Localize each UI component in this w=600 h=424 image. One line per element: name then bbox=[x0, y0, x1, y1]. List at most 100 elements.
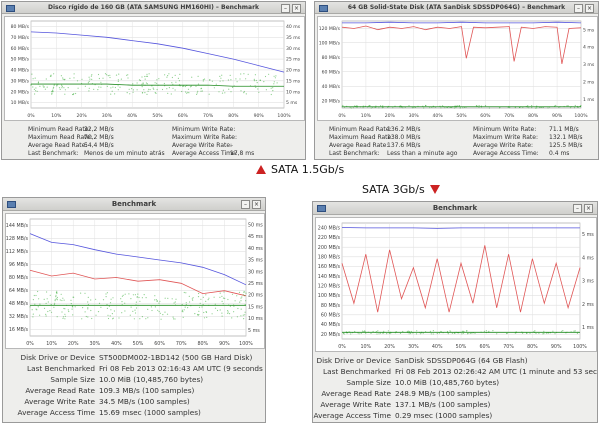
access-time-point bbox=[184, 85, 186, 88]
access-time-point bbox=[242, 314, 244, 316]
access-time-point bbox=[87, 308, 89, 310]
minimize-button[interactable]: – bbox=[573, 204, 582, 213]
access-time-point bbox=[87, 82, 89, 84]
access-time-point bbox=[273, 83, 275, 85]
y-tick-label-left: 220 MB/s bbox=[318, 235, 341, 241]
window-titlebar[interactable]: Benchmark – × bbox=[3, 198, 265, 211]
avg-write-value: – bbox=[230, 142, 233, 149]
access-time-point bbox=[53, 306, 55, 308]
access-time-point bbox=[135, 301, 137, 303]
x-tick-label: 90% bbox=[254, 113, 265, 119]
access-time-point bbox=[187, 307, 189, 309]
access-time-point bbox=[538, 106, 540, 109]
window-titlebar[interactable]: Disco rígido de 160 GB (ATA SAMSUNG HM16… bbox=[2, 2, 305, 14]
access-time-point bbox=[151, 309, 153, 312]
access-time-point bbox=[214, 307, 217, 309]
min-write-value: – bbox=[230, 126, 233, 133]
access-time-point bbox=[126, 74, 128, 76]
last-benchmark-value: Menos de um minuto atrás bbox=[84, 150, 165, 157]
access-time-point bbox=[358, 333, 360, 335]
access-time-point bbox=[61, 299, 63, 302]
x-tick-label: 50% bbox=[133, 341, 144, 347]
access-time-point bbox=[219, 296, 221, 298]
avg-write-label: Average Write Rate: bbox=[172, 142, 233, 149]
access-time-point bbox=[432, 330, 434, 332]
min-write-label: Minimum Write Rate: bbox=[473, 126, 537, 133]
last-benchmarked-value: Fri 08 Feb 2013 02:16:43 AM UTC (9 secon… bbox=[99, 364, 266, 373]
access-time-point bbox=[240, 308, 242, 310]
access-time-point bbox=[37, 82, 40, 84]
access-time-point bbox=[170, 93, 172, 95]
access-time-point bbox=[181, 303, 183, 306]
access-time-point bbox=[221, 295, 223, 297]
sample-size-value: 10.0 MiB (10,485,760 bytes) bbox=[99, 375, 204, 384]
access-time-point bbox=[471, 332, 473, 334]
access-time-point bbox=[429, 330, 431, 332]
access-time-point bbox=[181, 90, 183, 93]
access-time-point bbox=[56, 290, 58, 292]
access-time-point bbox=[239, 301, 241, 303]
close-button[interactable]: × bbox=[585, 4, 594, 13]
access-time-point bbox=[45, 313, 47, 315]
access-time-point bbox=[377, 330, 379, 332]
access-time-point bbox=[89, 78, 91, 80]
access-time-point bbox=[149, 89, 151, 91]
minimize-button[interactable]: – bbox=[241, 200, 250, 209]
access-time-point bbox=[147, 317, 149, 319]
access-time-point bbox=[272, 87, 274, 89]
benchmark-chart: 120 MB/s 100 MB/s 80 MB/s 60 MB/s 40 MB/s 20 … bbox=[317, 16, 598, 121]
access-time-point bbox=[562, 330, 564, 332]
window-titlebar[interactable]: Benchmark – × bbox=[313, 202, 597, 215]
close-button[interactable]: × bbox=[252, 200, 261, 209]
access-time-point bbox=[173, 318, 175, 320]
access-time-point bbox=[276, 82, 278, 84]
window-titlebar[interactable]: 64 GB Solid-State Disk (ATA SanDisk SDSS… bbox=[315, 2, 598, 14]
access-time-point bbox=[34, 303, 36, 305]
x-tick-label: 60% bbox=[154, 341, 165, 347]
access-time-point bbox=[132, 310, 134, 312]
y-tick-label-left: 40 MB/s bbox=[11, 68, 30, 74]
access-time-point bbox=[107, 317, 110, 320]
access-time-point bbox=[56, 85, 58, 87]
access-time-point bbox=[240, 297, 242, 299]
access-time-point bbox=[122, 294, 124, 296]
access-time-point bbox=[136, 82, 138, 84]
access-time-point bbox=[155, 92, 157, 94]
access-time-point bbox=[44, 88, 47, 90]
access-time-point bbox=[95, 298, 97, 300]
access-time-point bbox=[32, 78, 34, 80]
access-time-point bbox=[221, 300, 223, 302]
max-write-value: – bbox=[230, 134, 233, 141]
access-time-point bbox=[372, 106, 374, 109]
max-write-label: Maximum Write Rate: bbox=[172, 134, 237, 141]
access-time-point bbox=[370, 332, 372, 334]
access-time-point bbox=[115, 74, 118, 76]
close-button[interactable]: × bbox=[292, 4, 301, 13]
access-time-point bbox=[54, 302, 56, 304]
access-time-point bbox=[132, 83, 134, 85]
last-benchmark-label: Last Benchmark: bbox=[28, 150, 79, 157]
access-time-point bbox=[70, 299, 72, 301]
access-time-point bbox=[64, 308, 66, 310]
y-tick-label-right: 1 ms bbox=[583, 97, 595, 103]
x-tick-label: 70% bbox=[503, 344, 514, 350]
access-time-point bbox=[64, 313, 66, 315]
access-time-point bbox=[68, 310, 70, 313]
access-time-point bbox=[31, 73, 33, 75]
access-time-point bbox=[573, 330, 575, 332]
access-time-point bbox=[352, 107, 354, 109]
access-time-point bbox=[205, 311, 208, 313]
access-time-point bbox=[61, 87, 63, 89]
access-time-point bbox=[85, 315, 87, 318]
y-tick-label-right: 4 ms bbox=[583, 45, 595, 51]
write-rate-line bbox=[29, 269, 247, 297]
access-time-point bbox=[199, 302, 201, 304]
x-tick-label: 40% bbox=[127, 113, 138, 119]
minimize-button[interactable]: – bbox=[281, 4, 290, 13]
minimize-button[interactable]: – bbox=[574, 4, 583, 13]
access-time-point bbox=[509, 107, 511, 109]
access-time-point bbox=[399, 105, 402, 107]
access-time-point bbox=[62, 317, 64, 319]
close-button[interactable]: × bbox=[584, 204, 593, 213]
access-time-point bbox=[129, 314, 131, 316]
